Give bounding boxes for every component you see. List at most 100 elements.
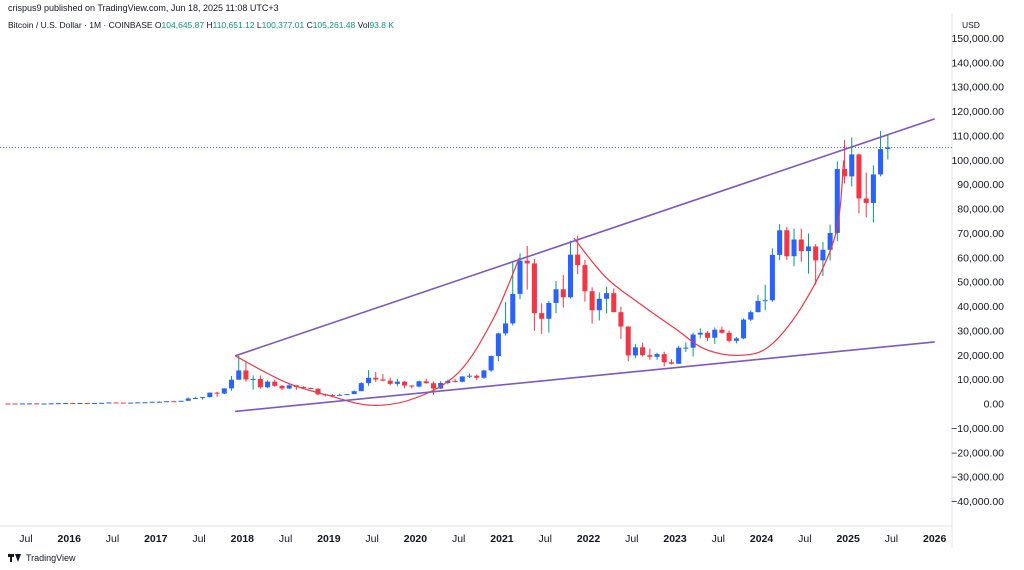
candle-body[interactable] (712, 329, 718, 338)
candle-body[interactable] (690, 334, 696, 348)
cup-2-curve[interactable] (573, 160, 845, 357)
candle-body[interactable] (70, 403, 76, 405)
candle-body[interactable] (402, 381, 408, 386)
candle-body[interactable] (697, 332, 703, 335)
candle-body[interactable] (863, 198, 869, 203)
candle-body[interactable] (820, 249, 826, 261)
candle-body[interactable] (387, 380, 393, 384)
candle-body[interactable] (733, 338, 739, 341)
candle-body[interactable] (481, 370, 487, 378)
candle-body[interactable] (589, 291, 595, 311)
candle-body[interactable] (423, 381, 429, 384)
candle-body[interactable] (171, 401, 177, 403)
candle-body[interactable] (459, 376, 465, 382)
candle-body[interactable] (798, 239, 804, 252)
candle-body[interactable] (668, 362, 675, 364)
candle-body[interactable] (192, 398, 199, 399)
candle-body[interactable] (272, 381, 278, 386)
candle-body[interactable] (885, 147, 891, 149)
candle-body[interactable] (488, 356, 494, 371)
candle-body[interactable] (741, 319, 747, 339)
currency-label[interactable]: USD (962, 20, 980, 30)
candle-body[interactable] (647, 355, 653, 357)
candle-body[interactable] (416, 381, 422, 387)
candle-body[interactable] (337, 394, 343, 396)
lower-trendline[interactable] (235, 341, 935, 413)
candle-body[interactable] (755, 300, 761, 313)
candle-body[interactable] (178, 400, 184, 402)
candle-body[interactable] (582, 265, 588, 292)
candle-body[interactable] (156, 401, 162, 403)
candle-body[interactable] (63, 403, 69, 405)
candle-body[interactable] (856, 154, 862, 199)
candle-body[interactable] (243, 370, 249, 380)
candle-body[interactable] (849, 154, 855, 177)
candle-body[interactable] (301, 387, 307, 389)
candle-body[interactable] (625, 326, 631, 356)
candle-body[interactable] (34, 403, 40, 405)
candle-body[interactable] (308, 388, 314, 390)
candle-body[interactable] (250, 378, 256, 380)
candle-body[interactable] (567, 254, 574, 298)
candle-body[interactable] (560, 289, 566, 298)
candle-body[interactable] (878, 149, 884, 175)
candle-body[interactable] (207, 392, 213, 398)
symbol-legend[interactable]: Bitcoin / U.S. Dollar · 1M · COINBASE O1… (8, 20, 394, 30)
candle-body[interactable] (748, 312, 754, 320)
candle-body[interactable] (142, 402, 148, 404)
candle-body[interactable] (604, 293, 610, 299)
candle-body[interactable] (726, 332, 732, 341)
candle-body[interactable] (654, 354, 660, 357)
candle-body[interactable] (164, 401, 170, 403)
candle-body[interactable] (99, 402, 105, 404)
candle-body[interactable] (358, 383, 364, 392)
candle-body[interactable] (265, 381, 271, 388)
candle-body[interactable] (149, 401, 155, 403)
candle-body[interactable] (200, 397, 206, 399)
candle-body[interactable] (524, 260, 530, 264)
candle-body[interactable] (466, 375, 473, 377)
candle-body[interactable] (452, 381, 458, 383)
cup-1-curve[interactable] (234, 257, 520, 406)
candle-body[interactable] (683, 347, 689, 349)
candle-body[interactable] (640, 347, 646, 356)
candle-body[interactable] (827, 232, 833, 250)
candle-body[interactable] (510, 293, 516, 324)
candle-body[interactable] (41, 403, 47, 405)
candle-body[interactable] (777, 230, 783, 255)
upper-trendline[interactable] (234, 118, 935, 357)
candle-body[interactable] (236, 370, 242, 380)
candle-body[interactable] (474, 375, 480, 378)
candle-body[interactable] (380, 379, 386, 381)
candle-body[interactable] (84, 403, 90, 405)
candle-body[interactable] (531, 263, 537, 314)
candle-body[interactable] (279, 385, 285, 389)
candle-body[interactable] (135, 402, 141, 404)
candle-body[interactable] (113, 402, 119, 404)
candle-body[interactable] (791, 239, 797, 257)
candle-body[interactable] (329, 395, 336, 397)
candle-body[interactable] (228, 379, 235, 389)
candle-body[interactable] (214, 392, 220, 394)
candle-body[interactable] (91, 402, 98, 404)
candle-body[interactable] (539, 313, 545, 319)
candle-body[interactable] (19, 403, 25, 405)
candle-body[interactable] (618, 312, 624, 327)
candle-body[interactable] (430, 383, 437, 389)
candle-body[interactable] (351, 391, 357, 395)
candle-body[interactable] (120, 402, 126, 404)
candle-body[interactable] (495, 333, 501, 357)
candle-body[interactable] (575, 254, 581, 266)
candle-body[interactable] (661, 354, 667, 363)
candle-body[interactable] (553, 289, 559, 303)
candle-body[interactable] (546, 302, 552, 319)
tradingview-footer[interactable]: TradingView (8, 553, 76, 563)
candle-body[interactable] (632, 347, 638, 356)
candle-body[interactable] (221, 388, 227, 394)
candle-body[interactable] (805, 246, 812, 252)
candle-body[interactable] (842, 169, 848, 177)
candle-body[interactable] (762, 300, 768, 302)
candle-body[interactable] (373, 377, 379, 380)
candle-body[interactable] (394, 381, 400, 384)
